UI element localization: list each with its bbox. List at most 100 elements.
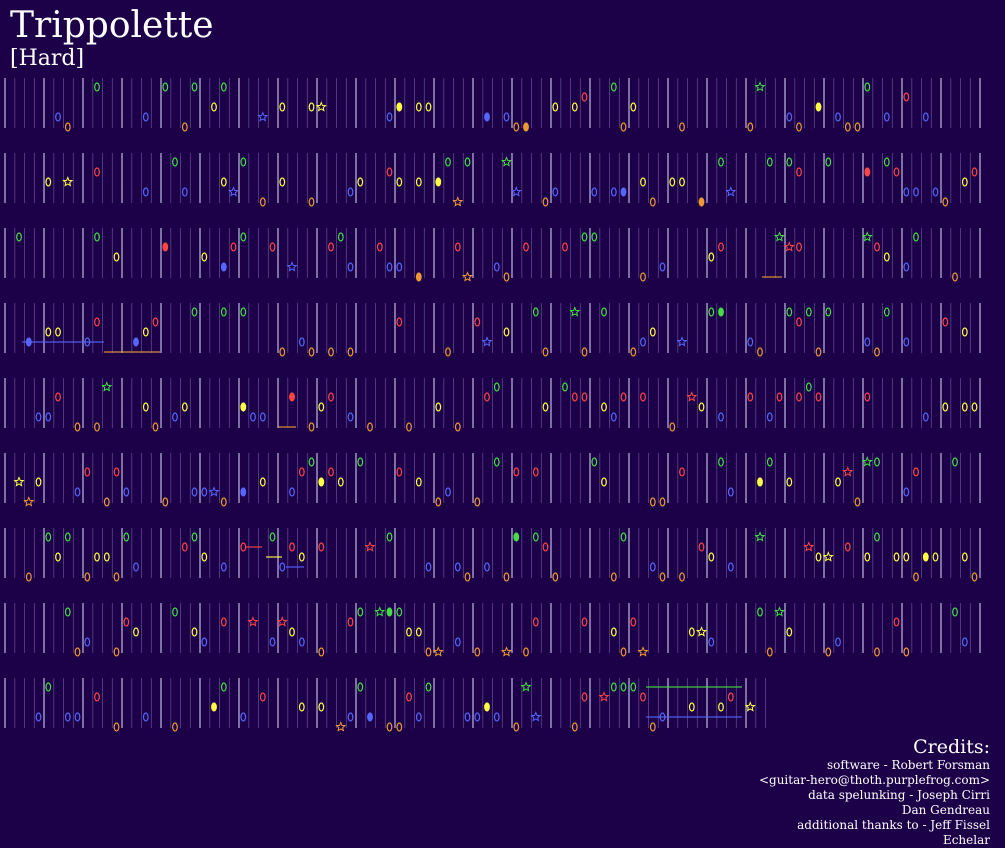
star-note: [842, 466, 854, 477]
note: [952, 457, 958, 467]
note: [396, 722, 403, 732]
note: [484, 112, 490, 122]
note: [425, 562, 432, 572]
note: [74, 487, 81, 497]
note: [523, 242, 529, 252]
note: [308, 102, 315, 112]
chart-row: [4, 378, 981, 428]
note: [94, 552, 100, 562]
note: [113, 722, 120, 732]
note: [640, 337, 646, 347]
note: [279, 102, 286, 112]
star-note: [13, 476, 25, 487]
note: [698, 542, 705, 552]
note: [201, 552, 208, 562]
note: [474, 647, 481, 657]
note: [357, 607, 364, 617]
note: [610, 82, 617, 92]
note: [610, 412, 617, 422]
note: [201, 252, 208, 262]
note: [64, 532, 71, 542]
note: [445, 157, 451, 167]
star-note: [500, 646, 513, 657]
note: [922, 112, 929, 122]
note: [35, 712, 42, 722]
note: [435, 177, 442, 187]
note: [698, 197, 705, 207]
note: [718, 702, 724, 712]
note: [279, 562, 286, 572]
note: [357, 177, 364, 187]
note: [337, 477, 344, 487]
note: [718, 242, 724, 252]
note: [94, 692, 100, 702]
note: [581, 392, 588, 402]
note: [513, 722, 520, 732]
note: [181, 402, 188, 412]
note: [142, 112, 149, 122]
credit-line: Echelar: [942, 833, 990, 847]
note: [630, 617, 637, 627]
star-note: [364, 541, 376, 552]
song-title: Trippolette: [10, 5, 214, 46]
note: [952, 607, 958, 617]
note: [191, 307, 198, 317]
note: [211, 702, 217, 712]
note: [484, 702, 490, 712]
note: [532, 532, 539, 542]
chart-row: [4, 528, 981, 578]
star-note: [773, 231, 786, 242]
note: [718, 157, 724, 167]
note: [542, 542, 549, 552]
note: [883, 112, 890, 122]
note: [532, 617, 539, 627]
note: [94, 167, 100, 177]
note: [464, 157, 471, 167]
note: [94, 232, 100, 242]
note: [874, 457, 880, 467]
note: [152, 317, 159, 327]
star-note: [598, 691, 610, 702]
note: [591, 187, 598, 197]
star-note: [773, 606, 786, 617]
note: [893, 617, 900, 627]
note: [220, 307, 227, 317]
note: [649, 562, 656, 572]
note: [230, 242, 237, 252]
note: [289, 392, 295, 402]
note: [581, 347, 588, 357]
note: [727, 562, 734, 572]
note: [591, 457, 598, 467]
star-note: [530, 711, 542, 722]
chart-row: [4, 78, 981, 128]
note: [259, 477, 266, 487]
note: [562, 382, 568, 392]
note: [903, 552, 910, 562]
note: [94, 82, 100, 92]
note: [649, 722, 656, 732]
note: [513, 467, 520, 477]
note: [133, 337, 139, 347]
note: [84, 467, 91, 477]
note: [45, 532, 52, 542]
note: [659, 572, 666, 582]
star-note: [500, 156, 513, 167]
note: [425, 682, 432, 692]
chart-row: [4, 678, 766, 728]
note: [435, 402, 442, 412]
note: [971, 167, 978, 177]
note: [727, 487, 734, 497]
note: [562, 242, 568, 252]
note: [523, 647, 529, 657]
note: [805, 307, 812, 317]
note: [581, 692, 588, 702]
note: [942, 197, 949, 207]
chart-row: [4, 603, 981, 653]
note: [571, 722, 578, 732]
note: [64, 122, 71, 132]
note: [542, 402, 549, 412]
note: [240, 712, 247, 722]
note: [308, 347, 315, 357]
note: [513, 122, 520, 132]
star-note: [676, 336, 688, 347]
